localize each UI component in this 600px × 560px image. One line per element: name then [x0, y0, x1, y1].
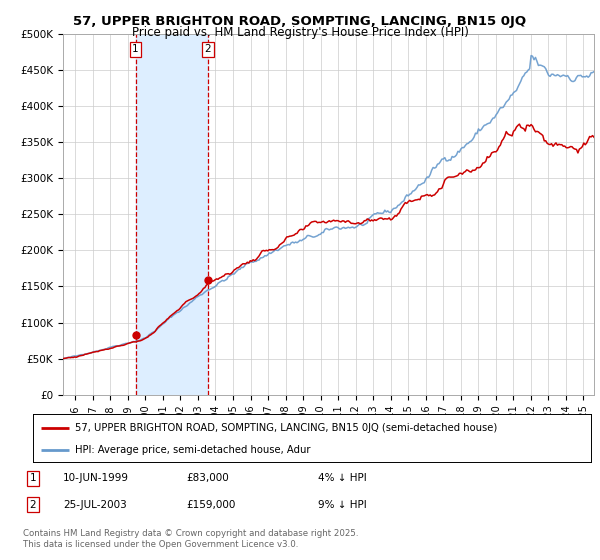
Text: 1: 1 [132, 44, 139, 54]
Text: 9% ↓ HPI: 9% ↓ HPI [318, 500, 367, 510]
Text: HPI: Average price, semi-detached house, Adur: HPI: Average price, semi-detached house,… [75, 445, 310, 455]
Text: 2: 2 [29, 500, 37, 510]
Text: 1: 1 [29, 473, 37, 483]
Text: 57, UPPER BRIGHTON ROAD, SOMPTING, LANCING, BN15 0JQ: 57, UPPER BRIGHTON ROAD, SOMPTING, LANCI… [73, 15, 527, 27]
Text: 10-JUN-1999: 10-JUN-1999 [63, 473, 129, 483]
Text: 4% ↓ HPI: 4% ↓ HPI [318, 473, 367, 483]
Text: Price paid vs. HM Land Registry's House Price Index (HPI): Price paid vs. HM Land Registry's House … [131, 26, 469, 39]
Text: £159,000: £159,000 [186, 500, 235, 510]
Text: 2: 2 [205, 44, 211, 54]
Text: Contains HM Land Registry data © Crown copyright and database right 2025.
This d: Contains HM Land Registry data © Crown c… [23, 529, 358, 549]
Bar [136, 34, 208, 395]
Text: 25-JUL-2003: 25-JUL-2003 [63, 500, 127, 510]
Text: £83,000: £83,000 [186, 473, 229, 483]
Text: 57, UPPER BRIGHTON ROAD, SOMPTING, LANCING, BN15 0JQ (semi-detached house): 57, UPPER BRIGHTON ROAD, SOMPTING, LANCI… [75, 423, 497, 433]
